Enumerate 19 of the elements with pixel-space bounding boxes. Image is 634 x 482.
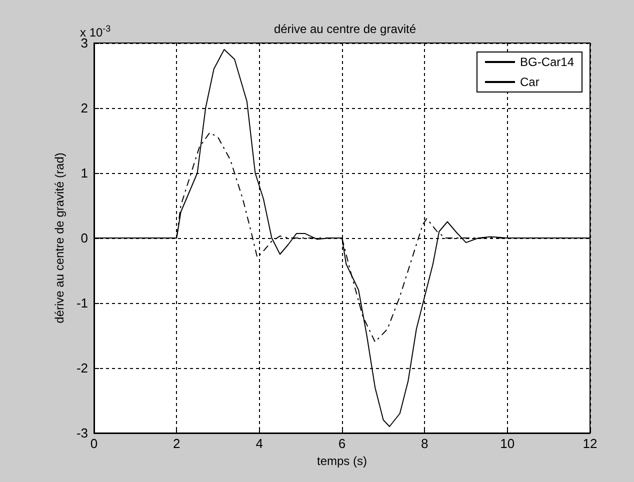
y-tick-label: -3 bbox=[76, 426, 88, 440]
legend-label: Car bbox=[520, 75, 540, 89]
x-tick-label: 8 bbox=[421, 436, 428, 451]
y-tick-label: 2 bbox=[80, 100, 88, 116]
y-tick-label: 1 bbox=[80, 166, 88, 180]
x-tick-label: 6 bbox=[338, 436, 346, 451]
x-tick-label: 2 bbox=[173, 436, 180, 451]
y-tick-label: -1 bbox=[76, 296, 88, 310]
x-tick-label: 10 bbox=[500, 436, 515, 451]
x-tick-label: 12 bbox=[582, 436, 598, 451]
x-axis-title: temps (s) bbox=[316, 454, 368, 468]
y-axis-title: dérive au centre de gravité (rad) bbox=[52, 152, 67, 324]
x-tick-label: 0 bbox=[90, 436, 98, 451]
y-tick-label: -2 bbox=[76, 360, 88, 376]
chart-title: dérive au centre de gravité bbox=[274, 22, 416, 36]
y-tick-label: 0 bbox=[80, 230, 88, 246]
x-tick-label: 4 bbox=[256, 436, 263, 451]
y-tick-label: 3 bbox=[80, 36, 88, 50]
legend-label: BG-Car14 bbox=[520, 55, 574, 69]
